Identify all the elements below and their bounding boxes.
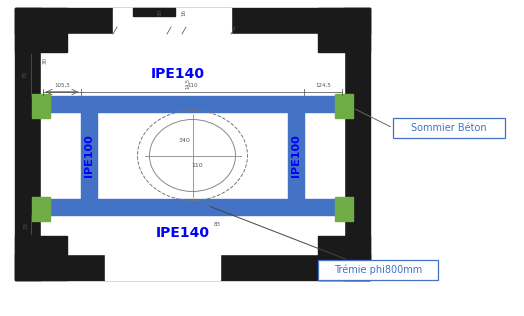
Bar bbox=[32, 94, 50, 118]
Bar bbox=[41, 34, 344, 254]
Bar bbox=[344, 8, 370, 280]
Text: 70: 70 bbox=[23, 70, 28, 77]
Text: 30: 30 bbox=[42, 57, 48, 64]
Bar bbox=[335, 197, 353, 221]
Text: IPE140: IPE140 bbox=[156, 226, 210, 240]
Bar bbox=[288, 112, 304, 199]
Bar bbox=[41, 96, 344, 112]
Text: 340: 340 bbox=[179, 138, 190, 143]
Bar bbox=[335, 94, 353, 118]
Bar bbox=[393, 118, 505, 138]
Bar bbox=[318, 8, 370, 52]
Text: 50: 50 bbox=[158, 9, 162, 15]
Text: Sommier Béton: Sommier Béton bbox=[411, 123, 487, 133]
Text: IPE100: IPE100 bbox=[84, 134, 94, 177]
Bar bbox=[113, 8, 231, 44]
Text: 15: 15 bbox=[23, 222, 28, 229]
Text: 124,5: 124,5 bbox=[315, 83, 331, 88]
Text: 14,5: 14,5 bbox=[185, 79, 190, 89]
Text: 110: 110 bbox=[187, 83, 198, 88]
Bar bbox=[15, 8, 370, 34]
Bar bbox=[133, 8, 175, 16]
Text: 83: 83 bbox=[214, 222, 221, 228]
Text: IPE100: IPE100 bbox=[291, 134, 301, 177]
Text: 16: 16 bbox=[181, 9, 187, 15]
Bar bbox=[318, 260, 438, 280]
Text: IPE140: IPE140 bbox=[150, 67, 204, 81]
Bar bbox=[15, 254, 370, 280]
Bar bbox=[81, 112, 97, 199]
Text: 105,5: 105,5 bbox=[54, 83, 70, 88]
Bar bbox=[32, 197, 50, 221]
Text: Trémie phi800mm: Trémie phi800mm bbox=[334, 265, 422, 275]
Bar bbox=[105, 254, 220, 280]
Text: 110: 110 bbox=[192, 163, 203, 168]
Bar bbox=[15, 8, 67, 52]
Bar bbox=[318, 236, 370, 280]
Bar bbox=[15, 8, 41, 280]
Bar bbox=[41, 199, 344, 215]
Bar bbox=[15, 236, 67, 280]
